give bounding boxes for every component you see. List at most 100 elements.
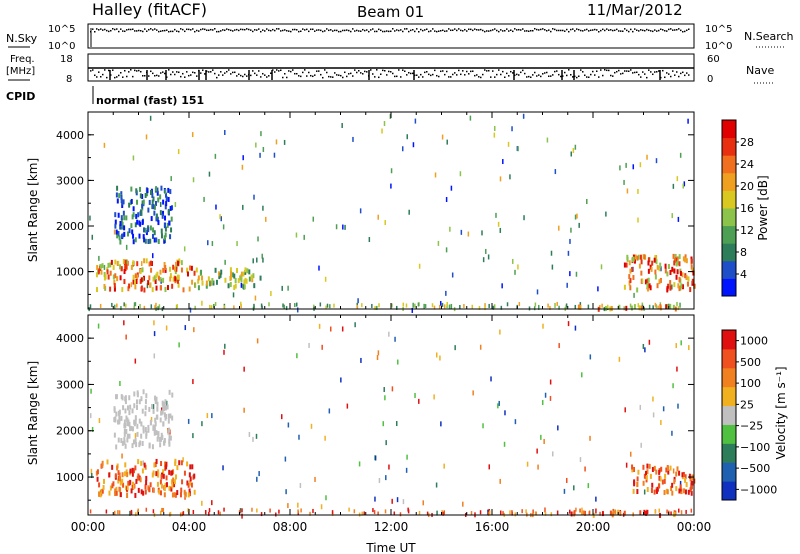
- near-range-echo: [579, 302, 582, 307]
- colorbar-swatch: [722, 462, 736, 482]
- nsky-point: [510, 29, 512, 31]
- echo-speck: [252, 258, 254, 264]
- near-range-echo: [680, 510, 683, 515]
- echo-cell: [131, 214, 134, 220]
- nsky-point: [192, 28, 194, 30]
- nave-point: [400, 76, 402, 78]
- nsky-point: [188, 28, 190, 31]
- near-range-echo: [152, 509, 155, 514]
- echo-cell: [579, 304, 582, 310]
- echo-cell: [638, 305, 641, 311]
- echo-cell: [160, 228, 163, 234]
- nave-point: [270, 72, 272, 74]
- echo-speck: [89, 413, 92, 419]
- nsky-point: [176, 30, 178, 32]
- near-range-echo: [219, 511, 221, 516]
- echo-cell: [126, 417, 129, 423]
- echo-cell: [672, 253, 675, 259]
- echo-cell: [644, 279, 647, 285]
- echo-speck: [357, 298, 359, 304]
- nsky-point: [164, 29, 166, 32]
- nave-point: [644, 73, 646, 75]
- near-range-echo: [568, 509, 571, 514]
- nave-point: [520, 71, 522, 74]
- echo-cell: [174, 474, 177, 480]
- nave-point: [122, 76, 124, 78]
- echo-cell: [658, 266, 661, 272]
- echo-cell: [164, 232, 167, 238]
- echo-speck: [378, 477, 381, 483]
- echo-cell: [220, 269, 223, 275]
- near-range-echo: [614, 509, 616, 514]
- nave-point: [592, 70, 594, 73]
- echo-speck: [346, 403, 349, 409]
- nsky-point: [664, 29, 666, 32]
- echo-speck: [436, 510, 438, 516]
- near-range-echo: [134, 302, 137, 307]
- nsky-point: [504, 29, 506, 32]
- echo-cell: [129, 426, 132, 432]
- echo-cell: [190, 265, 193, 271]
- near-range-echo: [158, 304, 161, 309]
- echo-cell: [150, 267, 153, 273]
- echo-cell: [140, 421, 143, 427]
- echo-speck: [344, 224, 346, 230]
- echo-cell: [154, 278, 157, 284]
- nsky-point: [654, 29, 656, 31]
- echo-speck: [671, 213, 673, 219]
- echo-speck: [589, 354, 592, 360]
- nave-point: [528, 75, 530, 78]
- echo-speck: [262, 257, 264, 263]
- echo-cell: [132, 484, 135, 490]
- echo-cell: [676, 466, 679, 472]
- near-range-echo: [348, 507, 350, 512]
- echo-cell: [131, 471, 134, 477]
- nsky-point: [310, 28, 312, 31]
- echo-cell: [121, 203, 124, 209]
- echo-cell: [632, 466, 635, 472]
- echo-cell: [135, 188, 138, 194]
- near-range-echo: [137, 508, 139, 513]
- echo-speck: [325, 495, 327, 501]
- echo-speck: [159, 201, 162, 207]
- nave-point: [418, 76, 420, 78]
- echo-cell: [678, 261, 681, 267]
- nave-point: [406, 74, 408, 76]
- echo-cell: [170, 479, 173, 485]
- echo-cell: [184, 491, 187, 497]
- echo-cell: [201, 280, 204, 286]
- echo-cell: [186, 480, 189, 486]
- echo-speck: [259, 152, 261, 158]
- near-range-echo: [256, 508, 258, 513]
- nave-point: [634, 71, 636, 74]
- echo-cell: [155, 186, 158, 192]
- near-range-echo: [384, 509, 387, 514]
- nsky-point: [326, 28, 328, 30]
- echo-cell: [150, 216, 153, 222]
- echo-speck: [629, 451, 632, 457]
- echo-cell: [121, 233, 124, 239]
- echo-cell: [671, 482, 674, 488]
- echo-cell: [109, 270, 112, 276]
- nsky-point: [152, 29, 154, 31]
- echo-speck: [395, 421, 398, 427]
- nave-point: [240, 74, 242, 77]
- echo-speck: [625, 162, 627, 168]
- near-range-echo: [556, 301, 558, 306]
- nave-point: [596, 70, 598, 72]
- nsky-point: [160, 30, 162, 32]
- nsky-point: [280, 30, 282, 32]
- near-range-echo: [120, 306, 122, 311]
- near-range-echo: [294, 303, 296, 308]
- echo-cell: [609, 510, 612, 516]
- echo-cell: [129, 468, 132, 474]
- nsky-point: [358, 30, 360, 32]
- echo-cell: [143, 227, 146, 233]
- nave-point: [136, 70, 138, 72]
- echo-cell: [173, 266, 176, 272]
- nave-point: [126, 75, 128, 78]
- nave-point: [184, 76, 186, 78]
- echo-speck: [206, 413, 209, 419]
- echo-speck: [454, 345, 456, 351]
- echo-cell: [123, 439, 126, 445]
